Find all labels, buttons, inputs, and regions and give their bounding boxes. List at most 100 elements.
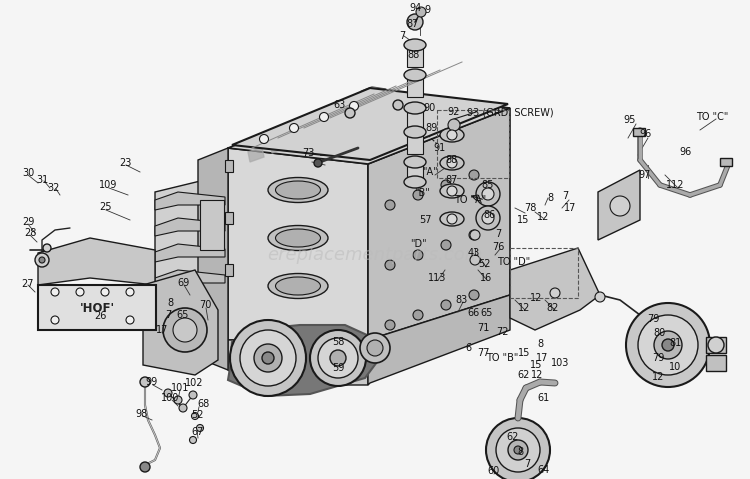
Text: 'HOF': 'HOF' bbox=[80, 301, 115, 315]
Circle shape bbox=[413, 310, 423, 320]
Ellipse shape bbox=[404, 156, 426, 168]
Text: 102: 102 bbox=[184, 378, 203, 388]
Text: 65: 65 bbox=[177, 310, 189, 320]
Bar bbox=[38, 285, 156, 330]
Circle shape bbox=[416, 7, 426, 17]
Text: TO "D": TO "D" bbox=[497, 257, 531, 267]
Ellipse shape bbox=[440, 212, 464, 226]
Circle shape bbox=[76, 288, 84, 296]
Text: 72: 72 bbox=[496, 327, 508, 337]
Polygon shape bbox=[228, 92, 510, 164]
Text: 80: 80 bbox=[652, 328, 665, 338]
Circle shape bbox=[662, 339, 674, 351]
Circle shape bbox=[262, 352, 274, 364]
Text: 87: 87 bbox=[446, 175, 458, 185]
Text: 7: 7 bbox=[495, 229, 501, 239]
Circle shape bbox=[441, 180, 451, 190]
Circle shape bbox=[314, 159, 322, 167]
Text: "B": "B" bbox=[414, 188, 430, 198]
Ellipse shape bbox=[440, 184, 464, 198]
Text: 17: 17 bbox=[156, 325, 168, 335]
Text: 83: 83 bbox=[456, 295, 468, 305]
Text: 6: 6 bbox=[465, 343, 471, 353]
Text: 17: 17 bbox=[564, 203, 576, 213]
Bar bbox=[225, 160, 233, 172]
Text: 7: 7 bbox=[399, 31, 405, 41]
Circle shape bbox=[51, 288, 59, 296]
Text: 101: 101 bbox=[171, 383, 189, 393]
Circle shape bbox=[441, 240, 451, 250]
Circle shape bbox=[514, 446, 522, 454]
Circle shape bbox=[447, 158, 457, 168]
Text: "A": "A" bbox=[422, 167, 438, 177]
Circle shape bbox=[482, 212, 494, 224]
Circle shape bbox=[196, 424, 203, 432]
Text: 87: 87 bbox=[406, 19, 419, 29]
Polygon shape bbox=[143, 270, 218, 375]
Text: 23: 23 bbox=[118, 158, 131, 168]
Circle shape bbox=[385, 260, 395, 270]
Bar bbox=[706, 355, 726, 371]
Text: 60: 60 bbox=[488, 466, 500, 476]
Circle shape bbox=[508, 440, 528, 460]
Text: TO "C": TO "C" bbox=[696, 112, 728, 122]
Text: 112: 112 bbox=[666, 180, 684, 190]
Ellipse shape bbox=[268, 178, 328, 203]
Circle shape bbox=[595, 292, 605, 302]
Bar bbox=[633, 128, 645, 136]
Circle shape bbox=[318, 338, 358, 378]
Polygon shape bbox=[270, 138, 286, 153]
Text: TO "A": TO "A" bbox=[454, 195, 486, 205]
Circle shape bbox=[708, 337, 724, 353]
Text: 88: 88 bbox=[406, 50, 419, 60]
Text: 98: 98 bbox=[136, 409, 148, 419]
Text: 78: 78 bbox=[524, 203, 536, 213]
Circle shape bbox=[190, 436, 196, 444]
Text: 16: 16 bbox=[480, 273, 492, 283]
Polygon shape bbox=[155, 175, 225, 315]
Bar bbox=[407, 132, 423, 154]
Text: 65: 65 bbox=[481, 308, 494, 318]
Circle shape bbox=[469, 170, 479, 180]
Text: 8: 8 bbox=[537, 339, 543, 349]
Polygon shape bbox=[155, 270, 225, 288]
Circle shape bbox=[173, 318, 197, 342]
Text: 109: 109 bbox=[99, 180, 117, 190]
Polygon shape bbox=[155, 192, 225, 210]
Polygon shape bbox=[292, 129, 308, 144]
Ellipse shape bbox=[404, 126, 426, 138]
Polygon shape bbox=[358, 102, 374, 117]
Text: 100: 100 bbox=[160, 393, 179, 403]
Polygon shape bbox=[598, 170, 640, 240]
Circle shape bbox=[254, 344, 282, 372]
Circle shape bbox=[140, 462, 150, 472]
Polygon shape bbox=[314, 120, 330, 135]
Ellipse shape bbox=[275, 277, 320, 295]
Text: 71: 71 bbox=[477, 323, 489, 333]
Text: 15: 15 bbox=[517, 215, 530, 225]
Circle shape bbox=[476, 206, 500, 230]
Polygon shape bbox=[38, 238, 155, 285]
Text: 99: 99 bbox=[146, 377, 158, 387]
Polygon shape bbox=[228, 340, 368, 385]
Circle shape bbox=[447, 214, 457, 224]
Circle shape bbox=[407, 14, 423, 30]
Circle shape bbox=[330, 350, 346, 366]
Polygon shape bbox=[228, 148, 368, 340]
Text: 94: 94 bbox=[409, 3, 422, 13]
Text: 97: 97 bbox=[639, 170, 651, 180]
Circle shape bbox=[550, 288, 560, 298]
Circle shape bbox=[441, 300, 451, 310]
Bar bbox=[407, 162, 423, 184]
Circle shape bbox=[385, 200, 395, 210]
Text: 25: 25 bbox=[99, 202, 111, 212]
Text: 81: 81 bbox=[669, 338, 681, 348]
Bar bbox=[407, 75, 423, 97]
Text: 7: 7 bbox=[562, 191, 568, 201]
Text: 93 (GRD. SCREW): 93 (GRD. SCREW) bbox=[466, 107, 554, 117]
Bar bbox=[225, 264, 233, 276]
Ellipse shape bbox=[275, 181, 320, 199]
Circle shape bbox=[260, 135, 268, 144]
Polygon shape bbox=[155, 218, 225, 236]
Text: 30: 30 bbox=[22, 168, 34, 178]
